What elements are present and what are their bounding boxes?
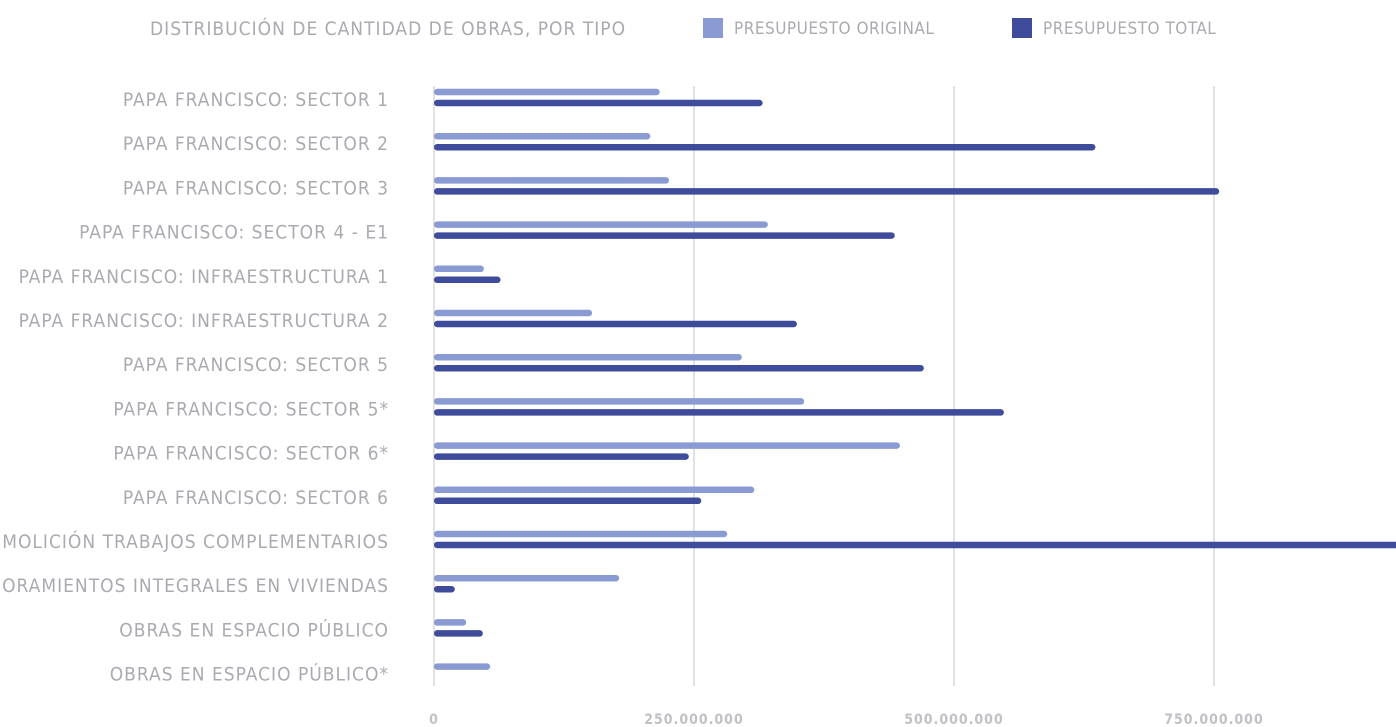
category-label: MEJORAMIENTOS INTEGRALES EN VIVIENDAS: [0, 575, 389, 597]
x-tick-label-2: 500.000.000: [904, 712, 1003, 727]
bar-total: [434, 276, 501, 284]
x-tick-label-3: 750.000.000: [1164, 712, 1263, 727]
chart-title: DISTRIBUCIÓN DE CANTIDAD DE OBRAS, POR T…: [150, 16, 626, 40]
bar-original: [434, 353, 742, 361]
bar-total: [434, 143, 1096, 151]
x-tick-label-1: 250.000.000: [644, 712, 743, 727]
category-label: PAPA FRANCISCO: SECTOR 6: [123, 487, 389, 509]
x-tick-label-0: 0: [429, 712, 439, 727]
category-label: PAPA FRANCISCO: SECTOR 6*: [113, 443, 389, 465]
legend-swatch-1: [703, 18, 723, 38]
bar-total: [434, 188, 1220, 195]
bar-total: [434, 99, 763, 107]
bar-original: [434, 486, 755, 494]
category-label: PAPA FRANCISCO: SECTOR 1: [123, 89, 389, 111]
category-label: PAPA FRANCISCO: SECTOR 5*: [113, 398, 389, 420]
category-labels: PAPA FRANCISCO: SECTOR 1 PAPA FRANCISCO: …: [0, 89, 389, 686]
legend-label-1: PRESUPUESTO ORIGINAL: [734, 19, 934, 39]
bar-original: [434, 309, 593, 317]
bar-original: [434, 221, 768, 228]
bar-total: [434, 585, 455, 593]
bar-original: [434, 574, 620, 582]
bar-original: [434, 132, 651, 140]
legend: PRESUPUESTO ORIGINAL PRESUPUESTO TOTAL: [703, 18, 1216, 39]
bar-original: [434, 663, 491, 670]
category-label: PAPA FRANCISCO: SECTOR 2: [123, 133, 389, 155]
legend-label-2: PRESUPUESTO TOTAL: [1043, 19, 1216, 39]
category-label: PAPA FRANCISCO: INFRAESTRUCTURA 1: [19, 266, 389, 288]
bar-total: [434, 232, 895, 239]
category-label: OBRAS EN ESPACIO PÚBLICO: [119, 617, 389, 641]
bars: [434, 88, 1396, 670]
bar-original: [434, 398, 805, 405]
bar-total: [434, 630, 483, 637]
grid-lines: [433, 86, 1215, 686]
category-label: OBRAS EN ESPACIO PÚBLICO*: [110, 662, 389, 686]
bar-original: [434, 530, 728, 538]
category-label: PAPA FRANCISCO: SECTOR 5: [123, 354, 389, 376]
category-label: PAPA FRANCISCO: INFRAESTRUCTURA 2: [19, 310, 389, 332]
bar-original: [434, 265, 484, 273]
bar-total: [434, 453, 689, 460]
bar-total: [434, 409, 1004, 416]
bar-total: [434, 497, 702, 505]
legend-swatch-2: [1012, 18, 1032, 38]
category-label: PAPA FRANCISCO: SECTOR 4 - E1: [79, 222, 389, 244]
bar-total: [434, 320, 797, 328]
bar-original: [434, 177, 670, 184]
bar-original: [434, 88, 660, 96]
bar-total: [434, 541, 1396, 549]
x-axis-ticks: 0 250.000.000 500.000.000 750.000.000: [429, 712, 1263, 727]
bar-original: [434, 619, 467, 626]
bar-total: [434, 364, 924, 372]
bar-original: [434, 442, 900, 449]
category-label: PAPA FRANCISCO: SECTOR 3: [123, 177, 389, 199]
category-label: DEMOLICIÓN TRABAJOS COMPLEMENTARIOS: [0, 529, 389, 553]
